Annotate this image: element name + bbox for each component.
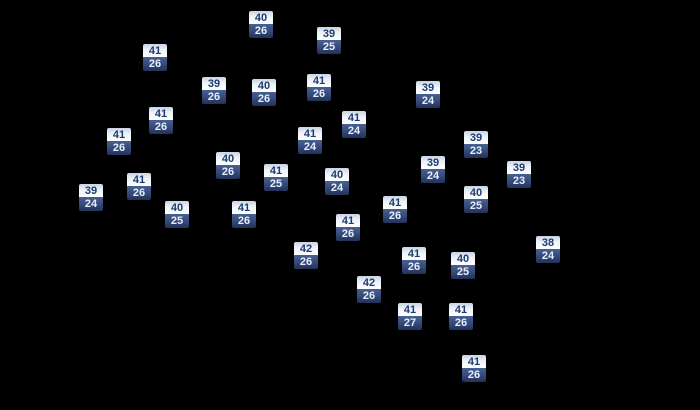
high-temperature: 40: [464, 186, 488, 199]
high-temperature: 41: [264, 164, 288, 177]
low-temperature: 25: [451, 265, 475, 279]
high-temperature: 39: [416, 81, 440, 94]
temperature-badge[interactable]: 41 26: [462, 355, 486, 382]
low-temperature: 26: [336, 227, 360, 241]
temperature-badge[interactable]: 42 26: [294, 242, 318, 269]
temperature-badge[interactable]: 41 26: [143, 44, 167, 71]
high-temperature: 41: [398, 303, 422, 316]
low-temperature: 26: [449, 316, 473, 330]
low-temperature: 24: [421, 169, 445, 183]
high-temperature: 41: [383, 196, 407, 209]
low-temperature: 26: [462, 368, 486, 382]
high-temperature: 41: [402, 247, 426, 260]
high-temperature: 41: [298, 127, 322, 140]
high-temperature: 41: [342, 111, 366, 124]
temperature-badge[interactable]: 40 26: [216, 152, 240, 179]
temperature-badge[interactable]: 41 24: [342, 111, 366, 138]
low-temperature: 24: [298, 140, 322, 154]
low-temperature: 26: [216, 165, 240, 179]
temperature-badge[interactable]: 39 23: [464, 131, 488, 158]
high-temperature: 42: [294, 242, 318, 255]
temperature-badge[interactable]: 40 26: [252, 79, 276, 106]
high-temperature: 39: [421, 156, 445, 169]
high-temperature: 40: [216, 152, 240, 165]
low-temperature: 26: [107, 141, 131, 155]
low-temperature: 25: [317, 40, 341, 54]
high-temperature: 39: [317, 27, 341, 40]
temperature-badge[interactable]: 41 26: [149, 107, 173, 134]
temperature-badge[interactable]: 41 26: [127, 173, 151, 200]
temperature-badge[interactable]: 42 26: [357, 276, 381, 303]
temperature-badge[interactable]: 40 26: [249, 11, 273, 38]
low-temperature: 26: [127, 186, 151, 200]
low-temperature: 26: [249, 24, 273, 38]
low-temperature: 24: [325, 181, 349, 195]
high-temperature: 39: [464, 131, 488, 144]
low-temperature: 26: [202, 90, 226, 104]
low-temperature: 26: [252, 92, 276, 106]
low-temperature: 25: [264, 177, 288, 191]
temperature-badge[interactable]: 40 25: [464, 186, 488, 213]
high-temperature: 41: [336, 214, 360, 227]
low-temperature: 26: [149, 120, 173, 134]
low-temperature: 26: [232, 214, 256, 228]
temperature-badge[interactable]: 40 25: [165, 201, 189, 228]
high-temperature: 41: [232, 201, 256, 214]
temperature-badge[interactable]: 39 23: [507, 161, 531, 188]
high-temperature: 40: [165, 201, 189, 214]
temperature-badge[interactable]: 41 26: [107, 128, 131, 155]
high-temperature: 41: [127, 173, 151, 186]
temperature-badge[interactable]: 41 26: [402, 247, 426, 274]
high-temperature: 40: [451, 252, 475, 265]
temperature-badge[interactable]: 38 24: [536, 236, 560, 263]
temperature-badge[interactable]: 40 24: [325, 168, 349, 195]
low-temperature: 24: [416, 94, 440, 108]
temperature-badge[interactable]: 39 24: [79, 184, 103, 211]
high-temperature: 41: [107, 128, 131, 141]
high-temperature: 39: [202, 77, 226, 90]
high-temperature: 40: [252, 79, 276, 92]
low-temperature: 26: [307, 87, 331, 101]
low-temperature: 24: [79, 197, 103, 211]
low-temperature: 23: [464, 144, 488, 158]
high-temperature: 41: [449, 303, 473, 316]
high-temperature: 40: [325, 168, 349, 181]
low-temperature: 27: [398, 316, 422, 330]
temperature-badge[interactable]: 39 25: [317, 27, 341, 54]
low-temperature: 25: [165, 214, 189, 228]
high-temperature: 39: [79, 184, 103, 197]
high-temperature: 41: [307, 74, 331, 87]
low-temperature: 23: [507, 174, 531, 188]
temperature-badge[interactable]: 41 24: [298, 127, 322, 154]
temperature-badge[interactable]: 41 26: [307, 74, 331, 101]
low-temperature: 26: [383, 209, 407, 223]
temperature-badge[interactable]: 41 26: [336, 214, 360, 241]
temperature-badge[interactable]: 40 25: [451, 252, 475, 279]
high-temperature: 40: [249, 11, 273, 24]
temperature-badge[interactable]: 39 24: [416, 81, 440, 108]
temperature-badge[interactable]: 41 26: [232, 201, 256, 228]
high-temperature: 41: [149, 107, 173, 120]
temperature-badge[interactable]: 41 27: [398, 303, 422, 330]
low-temperature: 24: [536, 249, 560, 263]
temperature-badge[interactable]: 41 25: [264, 164, 288, 191]
low-temperature: 24: [342, 124, 366, 138]
temperature-badge[interactable]: 41 26: [449, 303, 473, 330]
temperature-badge[interactable]: 41 26: [383, 196, 407, 223]
low-temperature: 26: [294, 255, 318, 269]
temperature-badge[interactable]: 39 24: [421, 156, 445, 183]
low-temperature: 26: [402, 260, 426, 274]
high-temperature: 42: [357, 276, 381, 289]
low-temperature: 26: [357, 289, 381, 303]
high-temperature: 38: [536, 236, 560, 249]
low-temperature: 25: [464, 199, 488, 213]
temperature-badge[interactable]: 39 26: [202, 77, 226, 104]
high-temperature: 41: [462, 355, 486, 368]
low-temperature: 26: [143, 57, 167, 71]
high-temperature: 39: [507, 161, 531, 174]
high-temperature: 41: [143, 44, 167, 57]
